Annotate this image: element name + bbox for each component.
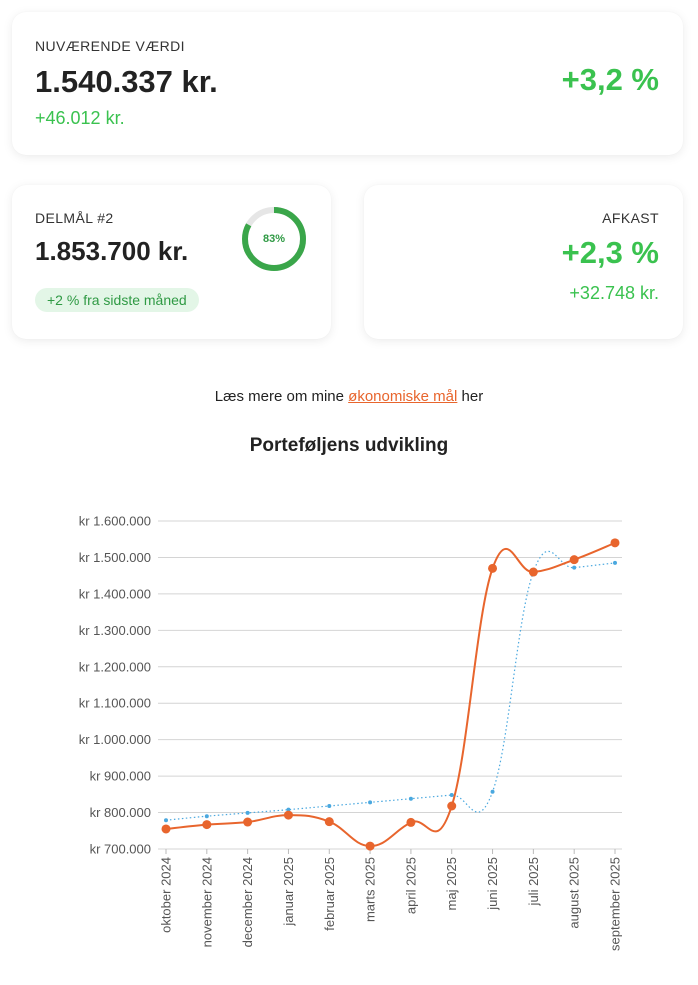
x-tick-label: maj 2025 (444, 857, 459, 910)
portfolio-data-point[interactable] (283, 810, 293, 820)
current-value-label: NUVÆRENDE VÆRDI (35, 38, 185, 54)
goal-progress-ring (242, 207, 306, 271)
y-tick-label: kr 700.000 (90, 842, 151, 857)
x-tick-label: juni 2025 (485, 857, 500, 911)
current-value-change: +46.012 kr. (35, 108, 125, 128)
goal-progress-arc (242, 207, 306, 271)
goal-link-suffix: her (457, 388, 484, 405)
goal-link-text: Læs mere om mine økonomiske mål her (0, 388, 698, 405)
x-tick-label: april 2025 (403, 857, 418, 914)
goals-link[interactable]: økonomiske mål (348, 388, 458, 405)
y-tick-label: kr 1.100.000 (79, 696, 151, 711)
comparison-data-point[interactable] (164, 818, 168, 823)
x-tick-label: oktober 2024 (159, 857, 174, 933)
portfolio-data-point[interactable] (202, 820, 212, 830)
y-axis-labels: kr 700.000 kr 800.000 kr 900.000 kr 1.000.0… (79, 514, 151, 857)
return-percent: +2,3 % (561, 235, 659, 270)
x-axis-labels: oktober 2024 november 2024 december 2024 ja… (159, 849, 623, 951)
comparison-data-point[interactable] (327, 803, 332, 808)
y-tick-label: kr 1.600.000 (79, 514, 151, 529)
comparison-data-point[interactable] (245, 810, 250, 815)
return-card: AFKAST +2,3 % +32.748 kr. (364, 185, 683, 339)
goal-card: DELMÅL #2 1.853.700 kr. +2 % fra sidste … (12, 185, 331, 339)
portfolio-data-point[interactable] (365, 841, 375, 851)
x-tick-label: marts 2025 (363, 857, 378, 922)
portfolio-data-point[interactable] (610, 538, 620, 548)
comparison-data-point[interactable] (449, 793, 454, 798)
comparison-data-point[interactable] (408, 796, 413, 801)
goal-label: DELMÅL #2 (35, 210, 114, 226)
portfolio-data-point[interactable] (528, 567, 538, 577)
comparison-series-line (165, 550, 616, 821)
y-tick-label: kr 1.400.000 (79, 586, 151, 601)
chart-grid (158, 520, 622, 850)
x-tick-label: juli 2025 (526, 857, 541, 906)
goal-progress-label: 83% (262, 233, 286, 245)
x-tick-label: september 2025 (608, 857, 623, 951)
comparison-data-point[interactable] (572, 565, 577, 570)
goal-value: 1.853.700 kr. (35, 236, 189, 266)
portfolio-data-point[interactable] (161, 824, 171, 834)
comparison-data-point[interactable] (490, 789, 495, 794)
current-value-card: NUVÆRENDE VÆRDI 1.540.337 kr. +46.012 kr… (12, 12, 683, 155)
x-tick-label: august 2025 (567, 857, 582, 929)
current-value-change-percent: +3,2 % (561, 62, 659, 97)
comparison-data-point[interactable] (368, 800, 373, 805)
y-tick-label: kr 800.000 (90, 805, 151, 820)
y-tick-label: kr 1.300.000 (79, 623, 151, 638)
portfolio-data-point[interactable] (406, 817, 416, 827)
chart-title: Porteføljens udvikling (249, 435, 449, 456)
current-value-amount: 1.540.337 kr. (35, 64, 218, 99)
portfolio-data-point[interactable] (243, 817, 253, 827)
return-label: AFKAST (602, 210, 659, 226)
x-tick-label: februar 2025 (322, 857, 337, 931)
portfolio-data-point[interactable] (447, 801, 457, 811)
x-tick-label: november 2024 (199, 857, 214, 947)
portfolio-data-point[interactable] (488, 563, 498, 573)
chart-series (161, 538, 620, 851)
return-amount: +32.748 kr. (569, 283, 659, 303)
comparison-data-point[interactable] (613, 560, 617, 565)
comparison-data-point[interactable] (286, 807, 291, 812)
portfolio-data-point[interactable] (569, 555, 579, 565)
x-tick-label: januar 2025 (281, 857, 296, 927)
y-tick-label: kr 1.500.000 (79, 550, 151, 565)
portfolio-data-point[interactable] (324, 817, 334, 827)
y-tick-label: kr 1.000.000 (79, 732, 151, 747)
goal-change-badge: +2 % fra sidste måned (35, 288, 199, 312)
y-tick-label: kr 1.200.000 (79, 659, 151, 674)
y-tick-label: kr 900.000 (90, 769, 151, 784)
x-tick-label: december 2024 (240, 857, 255, 947)
comparison-data-point[interactable] (204, 814, 209, 819)
goal-link-prefix: Læs mere om mine (214, 388, 349, 405)
